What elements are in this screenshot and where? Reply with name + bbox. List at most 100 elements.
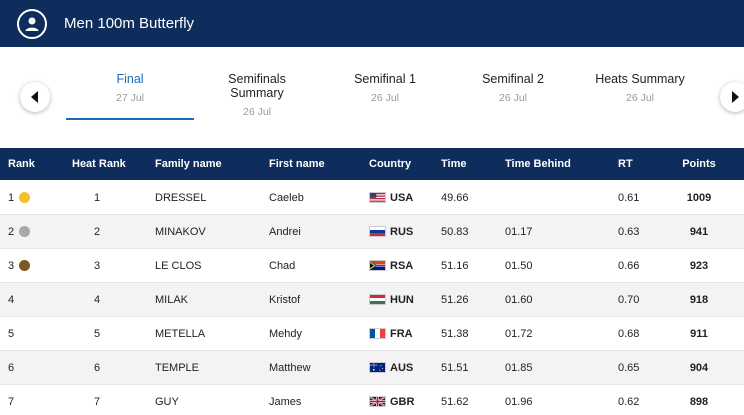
tab-label: Heats Summary xyxy=(595,72,685,86)
tab-semifinal-1[interactable]: Semifinal 1 26 Jul xyxy=(321,72,449,104)
page-title: Men 100m Butterfly xyxy=(64,15,195,32)
points-cell: 918 xyxy=(689,293,709,306)
header-points[interactable]: Points xyxy=(682,158,716,170)
table-row[interactable]: 1 1 DRESSEL Caeleb USA 49.66 0.61 1009 xyxy=(0,181,744,215)
family-name-cell: TEMPLE xyxy=(155,361,200,374)
points-cell: 941 xyxy=(689,225,709,238)
rank-value: 7 xyxy=(8,395,15,408)
table-row[interactable]: 5 5 METELLA Mehdy FRA 51.38 01.72 0.68 911 xyxy=(0,317,744,351)
chevron-right-icon[interactable] xyxy=(720,82,744,112)
flag-icon xyxy=(369,362,390,373)
chevron-left-icon[interactable] xyxy=(20,82,50,112)
table-row[interactable]: 4 4 MILAK Kristof HUN 51.26 01.60 0.70 918 xyxy=(0,283,744,317)
flag-icon xyxy=(369,396,390,407)
bronze-medal-icon xyxy=(19,260,31,271)
gold-medal-icon xyxy=(19,192,31,203)
country-cell: RUS xyxy=(369,215,413,248)
rank-cell: 3 xyxy=(8,249,31,282)
heat-rank-cell: 5 xyxy=(94,327,101,340)
family-name-cell: METELLA xyxy=(155,327,206,340)
tab-semifinals-summary[interactable]: Semifinals Summary 26 Jul xyxy=(193,72,321,118)
country-code: RSA xyxy=(390,259,414,272)
first-name-cell: Kristof xyxy=(269,293,301,306)
silver-medal-icon xyxy=(19,226,31,237)
tab-heats-summary[interactable]: Heats Summary 26 Jul xyxy=(576,72,704,104)
heat-rank-cell: 2 xyxy=(94,225,101,238)
family-name-cell: GUY xyxy=(155,395,179,408)
country-cell: USA xyxy=(369,181,413,214)
rt-cell: 0.68 xyxy=(618,327,640,340)
family-name-cell: MILAK xyxy=(155,293,189,306)
heat-rank-cell: 1 xyxy=(94,191,101,204)
rt-cell: 0.70 xyxy=(618,293,640,306)
table-row[interactable]: 2 2 MINAKOV Andrei RUS 50.83 01.17 0.63 941 xyxy=(0,215,744,249)
rank-value: 5 xyxy=(8,327,15,340)
tab-date: 26 Jul xyxy=(625,92,655,104)
tab-date: 26 Jul xyxy=(498,92,528,104)
flag-icon xyxy=(369,192,390,203)
header-heat-rank[interactable]: Heat Rank xyxy=(72,158,126,170)
table-row[interactable]: 6 6 TEMPLE Matthew AUS 51.51 01.85 0.65 904 xyxy=(0,351,744,385)
table-row[interactable]: 3 3 LE CLOS Chad RSA 51.16 01.50 0.66 923 xyxy=(0,249,744,283)
rank-cell: 6 xyxy=(8,351,14,384)
country-cell: HUN xyxy=(369,283,414,316)
user-icon[interactable] xyxy=(17,8,47,39)
country-cell: RSA xyxy=(369,249,413,282)
country-code: AUS xyxy=(390,361,414,374)
rt-cell: 0.62 xyxy=(618,395,640,408)
tab-final[interactable]: Final 27 Jul xyxy=(66,72,194,120)
country-code: HUN xyxy=(390,293,414,306)
results-table-header: Rank Heat Rank Family name First name Co… xyxy=(0,148,744,180)
country-cell: GBR xyxy=(369,385,414,415)
top-bar: Men 100m Butterfly xyxy=(0,0,744,47)
flag-icon xyxy=(369,226,390,237)
tab-date: 26 Jul xyxy=(370,92,400,104)
header-time-behind[interactable]: Time Behind xyxy=(505,158,571,170)
family-name-cell: MINAKOV xyxy=(155,225,206,238)
rt-cell: 0.63 xyxy=(618,225,640,238)
header-family-name[interactable]: Family name xyxy=(155,158,222,170)
time-cell: 51.26 xyxy=(441,293,469,306)
header-country[interactable]: Country xyxy=(369,158,412,170)
family-name-cell: DRESSEL xyxy=(155,191,207,204)
points-cell: 911 xyxy=(690,327,708,340)
time-behind-cell: 01.17 xyxy=(505,225,533,238)
flag-icon xyxy=(369,260,390,271)
flag-icon xyxy=(369,294,390,305)
country-cell: FRA xyxy=(369,317,413,350)
first-name-cell: Mehdy xyxy=(269,327,303,340)
header-time[interactable]: Time xyxy=(441,158,467,170)
time-cell: 51.51 xyxy=(441,361,469,374)
tab-date: 26 Jul xyxy=(242,106,272,118)
country-cell: AUS xyxy=(369,351,413,384)
time-behind-cell: 01.72 xyxy=(505,327,533,340)
country-code: GBR xyxy=(390,395,415,408)
tab-semifinal-2[interactable]: Semifinal 2 26 Jul xyxy=(449,72,577,104)
tab-label: Semifinal 2 xyxy=(482,72,544,86)
rank-cell: 1 xyxy=(8,181,31,214)
heat-rank-cell: 4 xyxy=(94,293,101,306)
heat-rank-cell: 3 xyxy=(94,259,101,272)
family-name-cell: LE CLOS xyxy=(155,259,202,272)
rank-cell: 4 xyxy=(8,283,14,316)
heat-rank-cell: 7 xyxy=(94,395,101,408)
time-behind-cell: 01.96 xyxy=(505,395,533,408)
rank-value: 6 xyxy=(8,361,15,374)
time-behind-cell: 01.60 xyxy=(505,293,533,306)
tab-label: Semifinals Summary xyxy=(228,72,286,100)
first-name-cell: Andrei xyxy=(269,225,301,238)
time-behind-cell: 01.85 xyxy=(505,361,533,374)
rank-value: 4 xyxy=(8,293,15,306)
table-row[interactable]: 7 7 GUY James GBR 51.62 01.96 0.62 898 xyxy=(0,385,744,415)
points-cell: 923 xyxy=(689,259,709,272)
rt-cell: 0.61 xyxy=(618,191,640,204)
rank-value: 3 xyxy=(8,259,15,272)
country-code: USA xyxy=(390,191,414,204)
points-cell: 1009 xyxy=(686,191,712,204)
header-first-name[interactable]: First name xyxy=(269,158,325,170)
header-rank[interactable]: Rank xyxy=(8,158,35,170)
header-rt[interactable]: RT xyxy=(618,158,633,170)
rank-value: 1 xyxy=(8,191,15,204)
tab-label: Final xyxy=(116,72,144,86)
rank-value: 2 xyxy=(8,225,15,238)
